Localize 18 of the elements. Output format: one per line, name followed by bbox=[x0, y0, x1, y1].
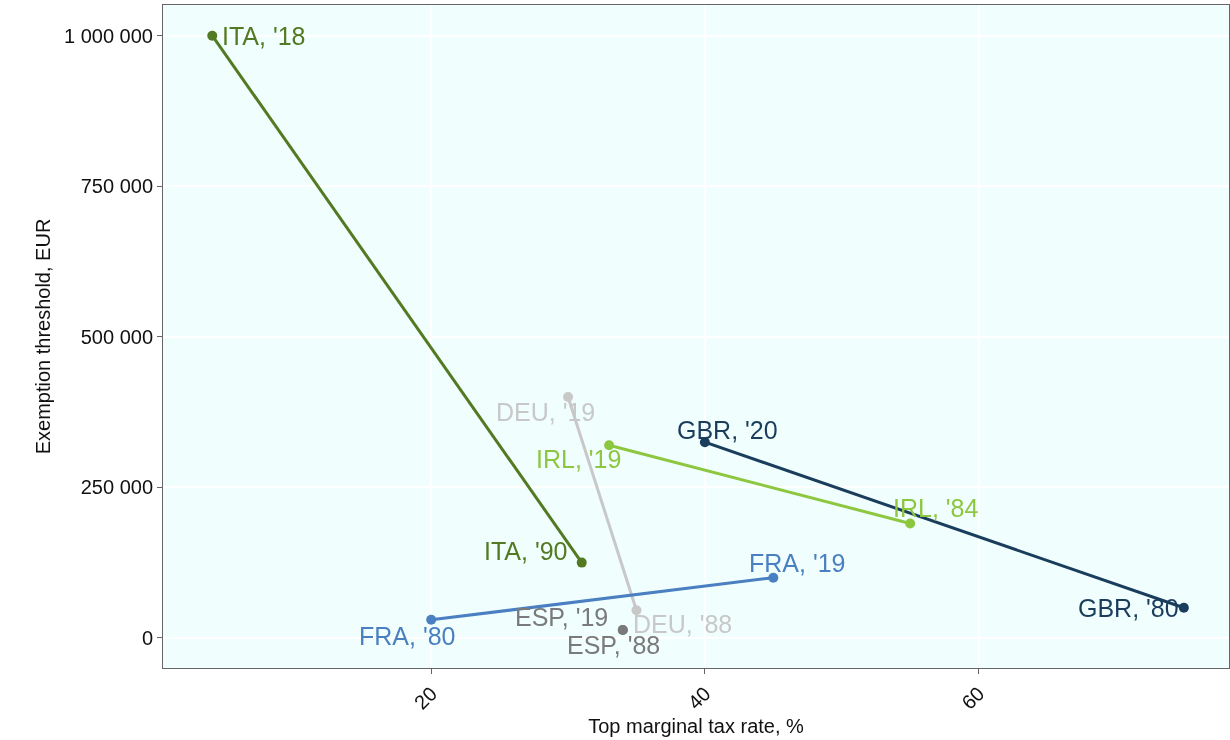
annotation: IRL, '19 bbox=[536, 445, 622, 473]
y-tick-label: 0 bbox=[141, 626, 153, 649]
annotation: ITA, '18 bbox=[222, 22, 306, 50]
annotation: ESP, '19 bbox=[515, 603, 609, 631]
annotation: GBR, '20 bbox=[677, 416, 778, 444]
annotation: IRL, '84 bbox=[893, 494, 979, 522]
y-axis-title: Exemption threshold, EUR bbox=[31, 218, 54, 455]
y-tick-label: 500 000 bbox=[80, 325, 153, 348]
y-tick-label: 250 000 bbox=[80, 476, 153, 499]
y-tick-label: 1 000 000 bbox=[64, 24, 153, 47]
x-tick-label: 40 bbox=[683, 682, 715, 714]
x-axis-title: Top marginal tax rate, % bbox=[588, 715, 805, 738]
x-tick-label: 20 bbox=[409, 682, 442, 714]
x-tick-label: 60 bbox=[957, 682, 989, 714]
y-tick-label: 750 000 bbox=[80, 175, 153, 198]
annotation: ITA, '90 bbox=[484, 537, 568, 565]
annotation: FRA, '19 bbox=[749, 549, 846, 577]
annotation: FRA, '80 bbox=[359, 622, 456, 650]
